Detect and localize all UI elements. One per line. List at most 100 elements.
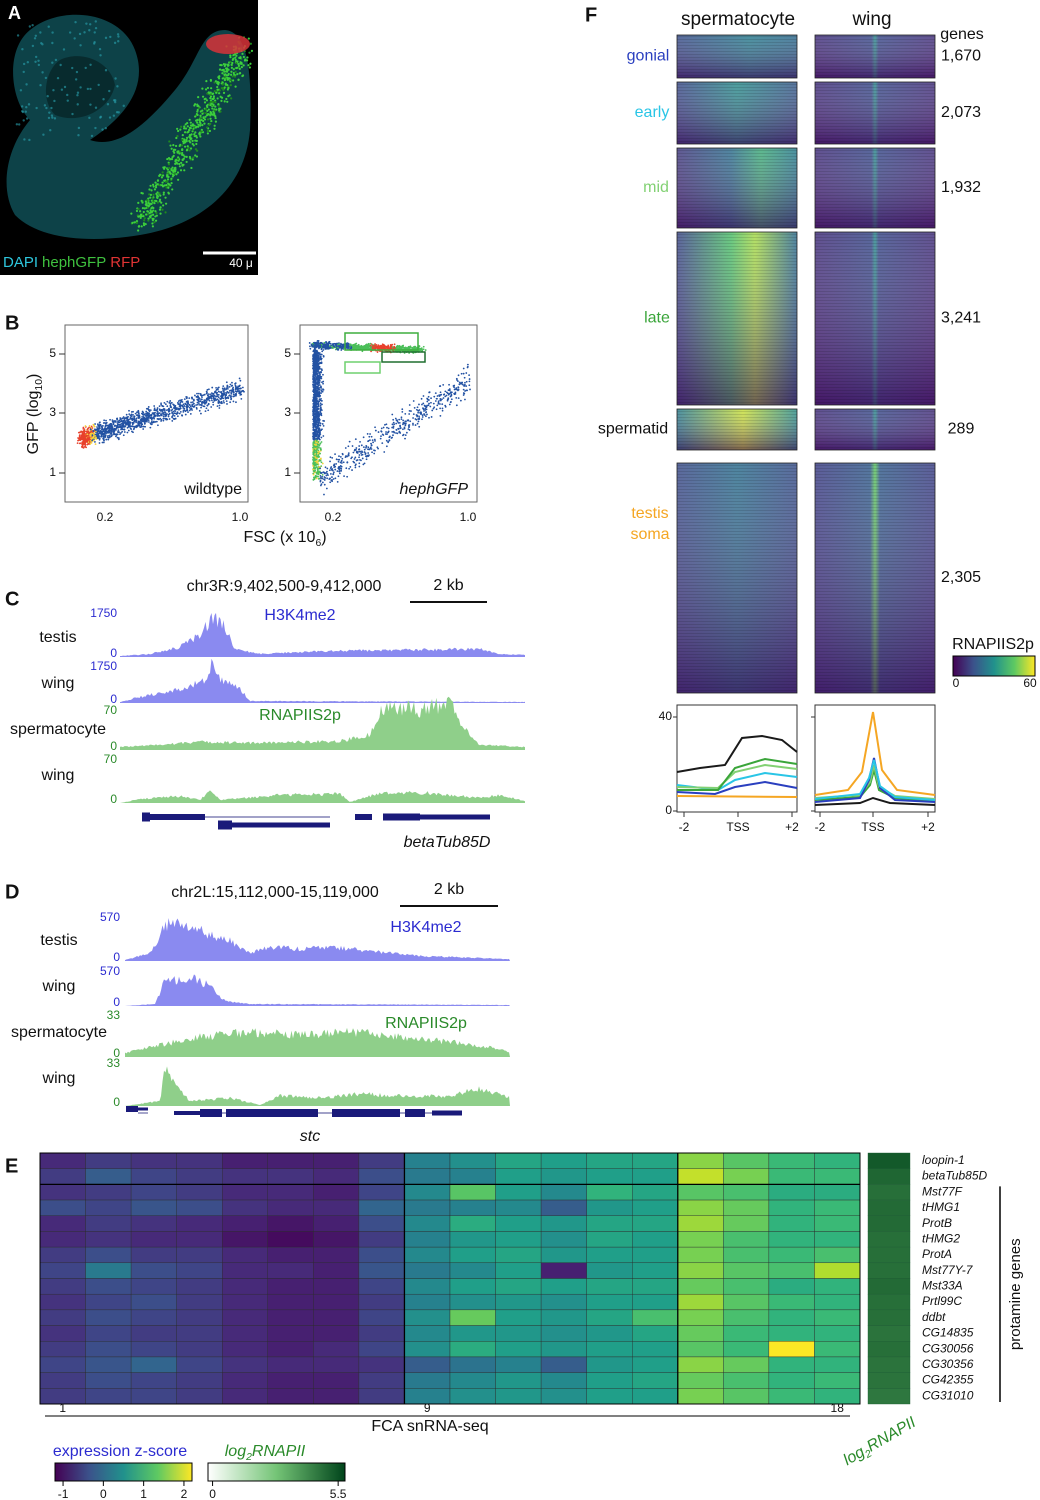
- event-dot: [418, 409, 421, 411]
- event-dot: [325, 487, 328, 490]
- event-dot: [320, 375, 323, 378]
- gfp-dot: [225, 97, 228, 101]
- event-dot: [447, 397, 450, 400]
- event-dot: [316, 400, 318, 403]
- event-dot: [317, 449, 320, 452]
- gfp-dot: [229, 78, 232, 82]
- gfp-dot: [228, 94, 231, 97]
- event-dot: [147, 421, 150, 423]
- event-dot: [377, 344, 380, 347]
- event-dot: [237, 385, 240, 388]
- gfp-dot: [195, 142, 198, 146]
- gfp-dot: [135, 221, 138, 225]
- event-dot: [127, 415, 129, 418]
- event-dot: [314, 456, 317, 459]
- event-dot: [400, 418, 403, 421]
- dapi-dot: [94, 126, 97, 130]
- event-dot: [226, 387, 229, 390]
- mark-name: RNAPIIS2p: [259, 707, 341, 724]
- event-dot: [315, 453, 318, 456]
- event-dot: [314, 386, 316, 389]
- event-dot: [185, 400, 188, 403]
- event-dot: [110, 422, 113, 425]
- event-dot: [185, 403, 187, 406]
- event-dot: [315, 398, 318, 401]
- stain: RFP: [110, 254, 140, 271]
- event-dot: [442, 397, 445, 399]
- event-dot: [439, 397, 442, 400]
- event-dot: [313, 418, 315, 421]
- event-dot: [167, 415, 170, 418]
- gfp-dot: [137, 229, 140, 232]
- event-dot: [347, 345, 349, 348]
- event-dot: [315, 460, 318, 463]
- event-dot: [314, 394, 316, 397]
- gfp-dot: [161, 171, 164, 174]
- dapi-dot: [114, 77, 117, 80]
- event-dot: [375, 346, 378, 349]
- event-dot: [188, 397, 191, 399]
- event-dot: [217, 386, 220, 389]
- event-dot: [81, 432, 84, 435]
- locus: chr3R:9,402,500-9,412,000: [187, 578, 382, 595]
- event-dot: [207, 409, 210, 412]
- gfp-dot: [206, 103, 209, 106]
- event-dot: [145, 410, 148, 413]
- event-dot: [311, 342, 314, 345]
- gfp-dot: [165, 183, 168, 187]
- event-dot: [380, 435, 382, 438]
- event-dot: [197, 392, 200, 395]
- event-dot: [124, 425, 127, 428]
- event-dot: [196, 401, 199, 404]
- panel-label: B: [5, 312, 19, 334]
- event-dot: [415, 408, 418, 411]
- gfp-dot: [169, 144, 172, 147]
- event-dot: [234, 390, 237, 393]
- gfp-dot: [215, 91, 218, 94]
- event-dot: [323, 476, 326, 478]
- event-dot: [317, 353, 320, 355]
- event-dot: [433, 395, 436, 398]
- gfp-dot: [177, 150, 180, 153]
- event-dot: [391, 436, 394, 439]
- event-dot: [188, 406, 191, 409]
- event-dot: [312, 432, 315, 435]
- gfp-dot: [137, 215, 140, 218]
- dapi-dot: [44, 76, 48, 80]
- dapi-dot: [54, 58, 58, 62]
- dapi-dot: [94, 26, 98, 30]
- event-dot: [78, 437, 80, 440]
- event-dot: [195, 406, 198, 409]
- event-dot: [397, 427, 400, 430]
- event-dot: [423, 414, 426, 416]
- event-dot: [312, 428, 315, 431]
- event-dot: [212, 403, 215, 406]
- gfp-dot: [197, 106, 200, 110]
- event-dot: [142, 425, 145, 428]
- event-dot: [314, 445, 317, 448]
- gfp-dot: [223, 73, 226, 76]
- gfp-dot: [141, 206, 145, 210]
- gfp-dot: [208, 123, 211, 126]
- event-dot: [312, 426, 315, 429]
- dapi-dot: [28, 25, 32, 28]
- event-dot: [96, 426, 98, 428]
- scale-label: 2 kb: [433, 577, 463, 594]
- event-dot: [232, 391, 235, 394]
- gfp-dot: [167, 163, 171, 166]
- gfp-dot: [242, 55, 245, 59]
- event-dot: [420, 397, 423, 400]
- gfp-dot: [180, 153, 184, 156]
- event-dot: [225, 393, 228, 395]
- gfp-dot: [189, 147, 193, 150]
- event-dot: [320, 397, 322, 400]
- event-dot: [142, 420, 145, 423]
- event-dot: [313, 352, 316, 355]
- event-dot: [365, 346, 368, 349]
- event-dot: [441, 403, 444, 406]
- event-dot: [163, 408, 166, 410]
- event-dot: [171, 415, 174, 418]
- gfp-dot: [172, 144, 175, 147]
- event-dot: [205, 407, 208, 410]
